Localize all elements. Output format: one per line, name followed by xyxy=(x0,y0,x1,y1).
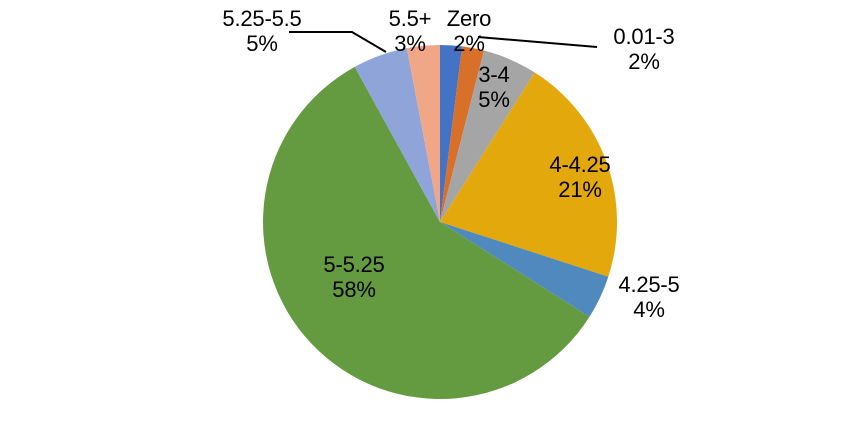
slice-label-0-01-3: 0.01-3 2% xyxy=(596,24,692,74)
pie-slice-5-5-[interactable] xyxy=(406,45,440,222)
slice-label-value: 5% xyxy=(478,87,510,112)
slice-label-value: 4% xyxy=(633,297,665,322)
pie-slice-0-01-3[interactable] xyxy=(440,46,485,223)
slice-label-name: 5-5.25 xyxy=(323,252,385,277)
pie-slice-4-4-25[interactable] xyxy=(440,72,618,277)
pie-slice-4-25-5[interactable] xyxy=(440,222,609,317)
leader-line-0-01-3 xyxy=(477,36,598,48)
slice-label-4-4-25: 4-4.25 21% xyxy=(532,152,628,202)
slice-label-name: 4-4.25 xyxy=(549,152,611,177)
slice-label-value: 3% xyxy=(394,31,426,56)
slice-label-name: Zero xyxy=(446,6,492,31)
slice-label-value: 5% xyxy=(246,31,278,56)
slice-label-name: 3-4 xyxy=(478,62,510,87)
slice-label-4-25-5: 4.25-5 4% xyxy=(604,272,694,322)
slice-label-name: 5.5+ xyxy=(388,6,432,31)
slice-label-value: 2% xyxy=(628,49,660,74)
slice-label-name: 5.25-5.5 xyxy=(222,6,302,31)
slice-label-5-5-25: 5-5.25 58% xyxy=(306,252,402,302)
slice-label-zero: Zero 2% xyxy=(440,6,498,56)
leader-line-5-25-5-5 xyxy=(289,31,387,53)
slice-label-name: 4.25-5 xyxy=(618,272,680,297)
slice-label-value: 2% xyxy=(453,31,485,56)
pie-slice-group xyxy=(263,45,618,399)
pie-slice-3-4[interactable] xyxy=(440,50,535,223)
pie-slice-5-25-5-5[interactable] xyxy=(354,48,440,222)
pie-slice-5-5-25[interactable] xyxy=(263,66,590,399)
slice-label-value: 21% xyxy=(558,177,602,202)
slice-label-name: 0.01-3 xyxy=(613,24,675,49)
slice-label-value: 58% xyxy=(332,277,376,302)
pie-slice-zero[interactable] xyxy=(440,45,463,222)
slice-label-3-4: 3-4 5% xyxy=(466,62,522,112)
slice-label-5-5-plus: 5.5+ 3% xyxy=(381,6,439,56)
leader-line-group xyxy=(289,31,598,53)
slice-label-5-25-5-5: 5.25-5.5 5% xyxy=(202,6,322,56)
